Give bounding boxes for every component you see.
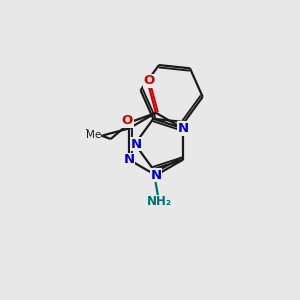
Text: N: N <box>123 153 134 166</box>
Text: Me: Me <box>86 130 101 140</box>
Text: N: N <box>177 122 188 135</box>
Text: N: N <box>131 138 142 151</box>
Text: O: O <box>122 114 133 127</box>
Text: O: O <box>143 74 154 88</box>
Text: NH₂: NH₂ <box>147 196 172 208</box>
Text: N: N <box>150 169 161 182</box>
